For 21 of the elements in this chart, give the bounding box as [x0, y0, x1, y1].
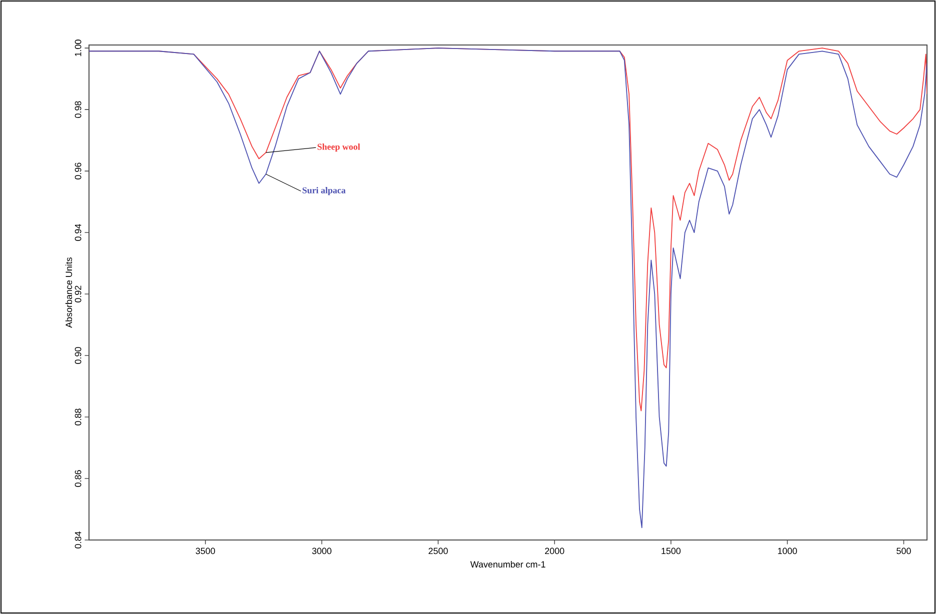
x-tick-label: 3500: [196, 548, 216, 554]
y-tick-label: 0.90: [74, 347, 82, 364]
y-tick-label: 0.92: [74, 286, 82, 302]
y-tick-label: 0.98: [74, 101, 82, 118]
x-tick-label: 1500: [662, 548, 681, 554]
x-axis-title: Wavenumber cm-1: [470, 560, 546, 568]
y-tick-label: 0.88: [74, 408, 82, 426]
y-tick-label: 0.84: [74, 532, 82, 548]
x-tick-label: 2500: [428, 548, 448, 554]
y-axis-title: Absorbance Units: [65, 257, 72, 328]
line-series: [89, 48, 927, 528]
y-tick-label: 1.00: [74, 40, 82, 56]
x-tick-label: 500: [896, 548, 911, 554]
text: Sheep wool: [318, 144, 360, 152]
x-tick-label: 2000: [545, 548, 564, 554]
y-tick-label: 0.96: [74, 162, 82, 180]
y-tick-label: 0.86: [74, 470, 82, 487]
text: Suri alpaca: [302, 187, 346, 196]
x-tick-label: 1000: [778, 548, 797, 554]
y-tick-label: 0.94: [74, 224, 82, 241]
x-tick-label: 3000: [312, 548, 332, 554]
